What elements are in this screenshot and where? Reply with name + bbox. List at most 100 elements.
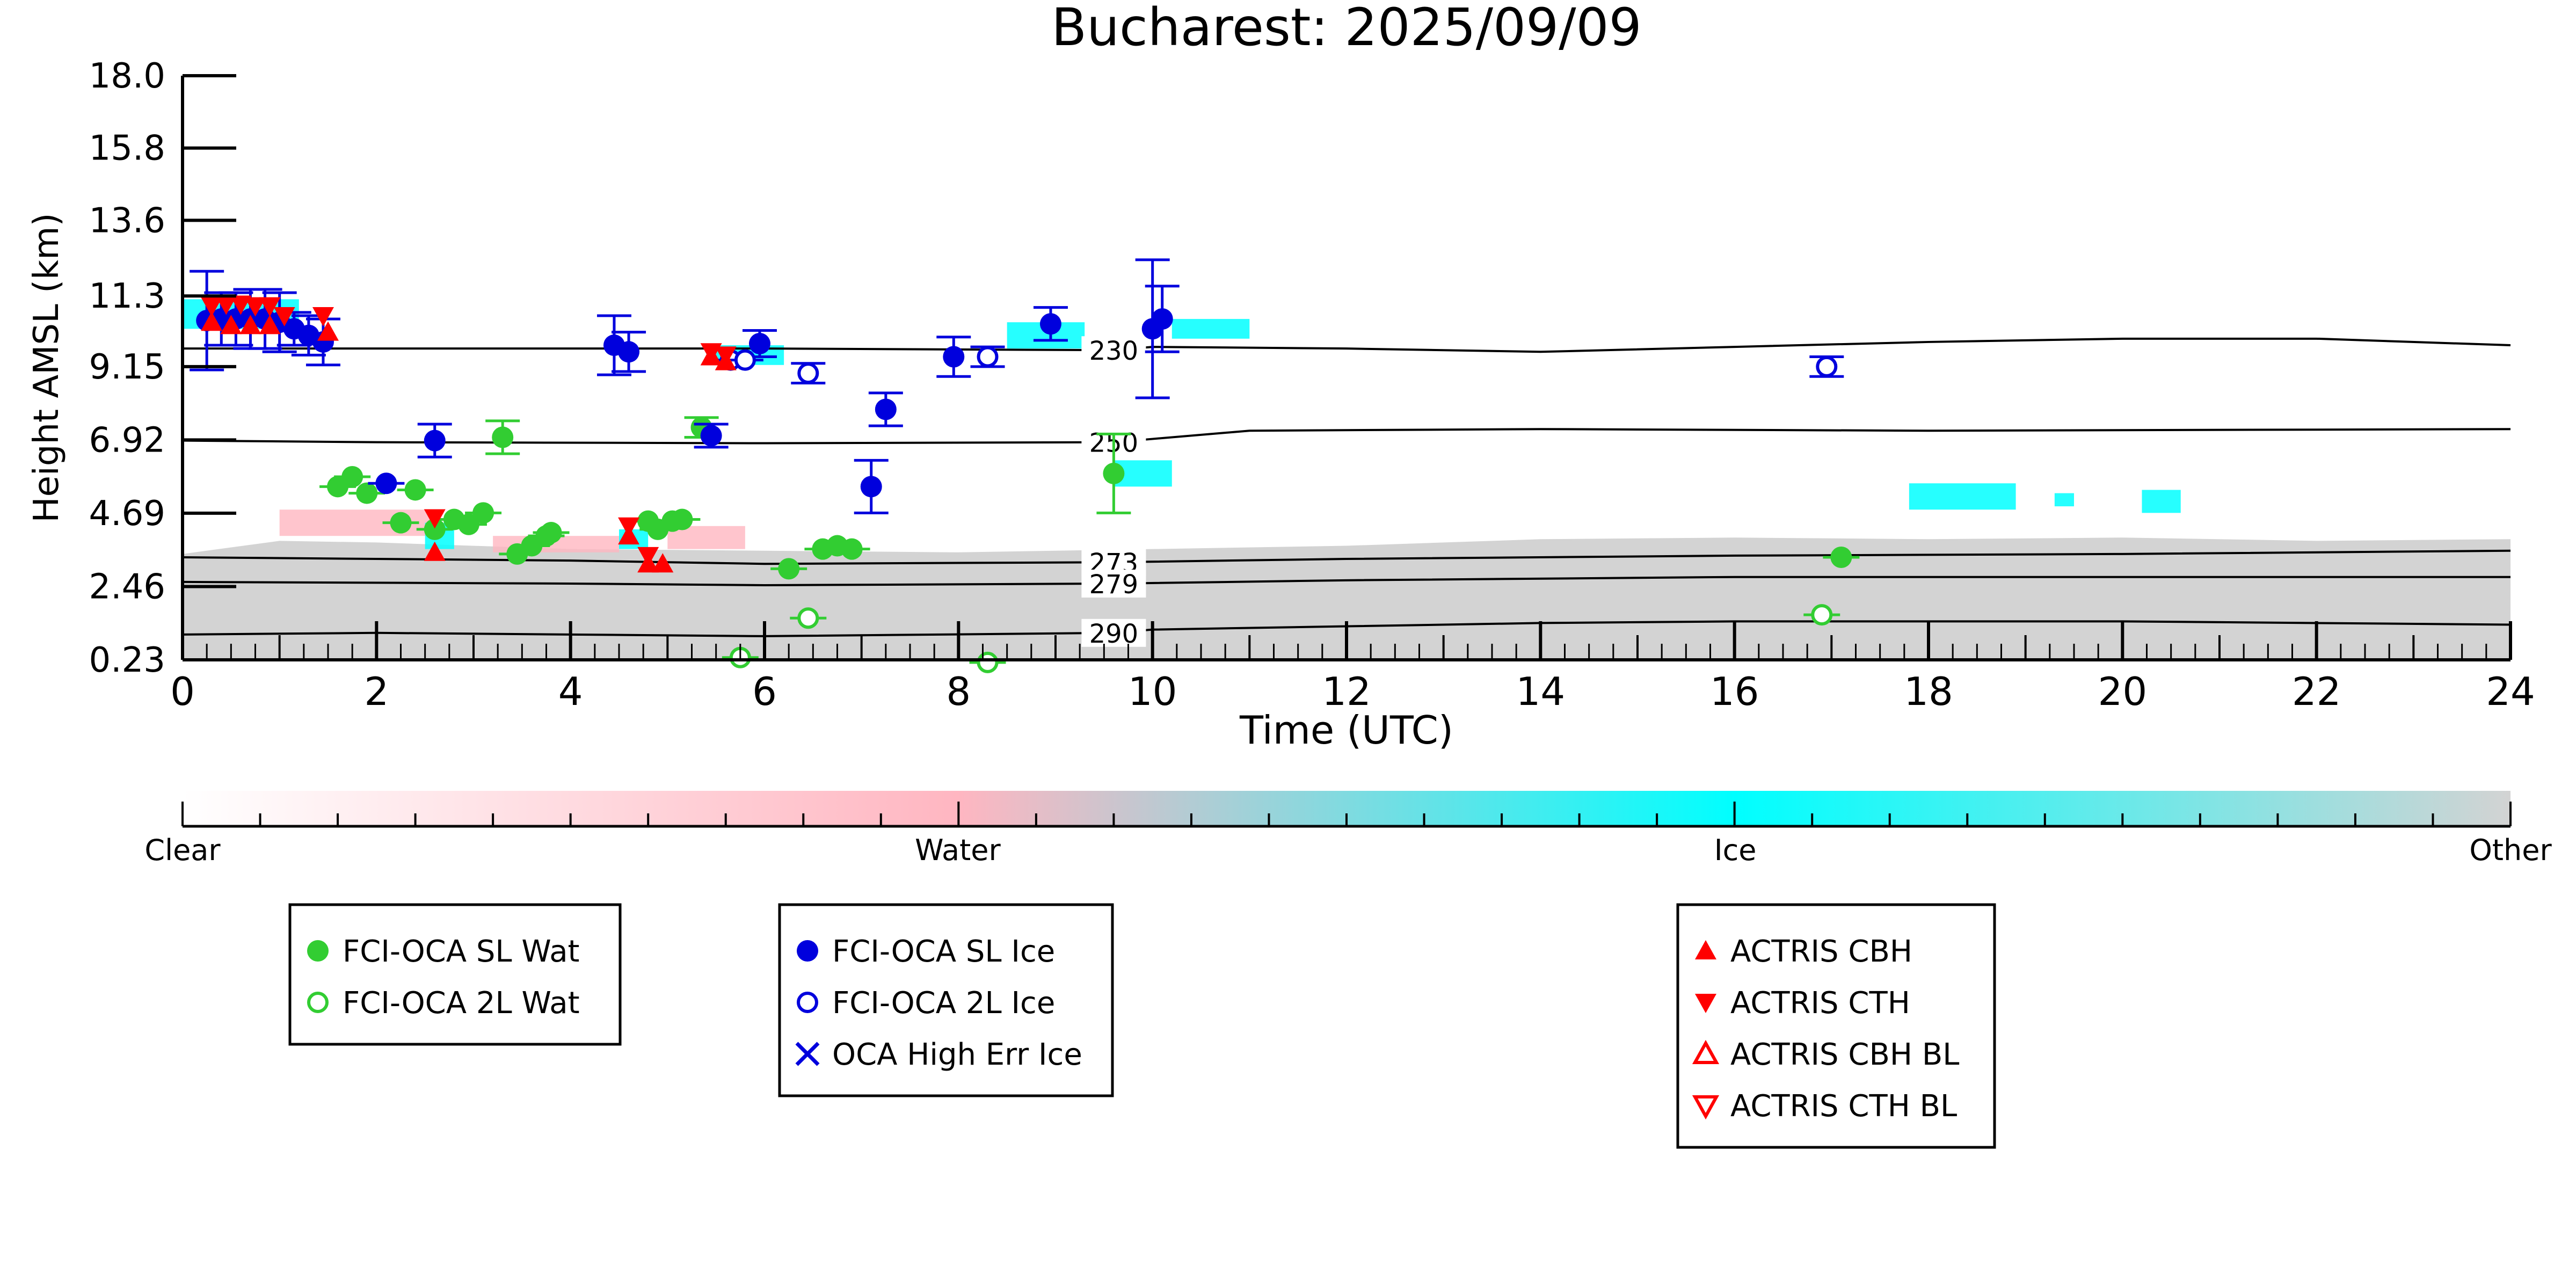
isotherm-label-bg [1081, 618, 1146, 647]
legend-marker [307, 940, 329, 962]
isotherm-label-bg [1081, 569, 1146, 598]
legend-label: FCI-OCA 2L Wat [343, 986, 580, 1021]
fci-oca-sl-wat-point [841, 538, 863, 560]
fci-oca-sl-ice-point [1039, 313, 1061, 335]
fci-oca-sl-wat-point [540, 522, 562, 544]
fci-oca-2l-wat-point [1811, 604, 1833, 626]
legend-label: ACTRIS CTH [1730, 986, 1910, 1021]
x-axis-label: Time (UTC) [1239, 708, 1453, 753]
fci-oca-sl-ice-point [748, 332, 770, 354]
legend-marker [307, 992, 329, 1013]
fci-oca-sl-wat-point [671, 508, 693, 530]
legend-label: ACTRIS CTH BL [1730, 1089, 1957, 1124]
x-tick-label: 0 [170, 669, 195, 714]
actris-cth-point [312, 307, 334, 326]
fci-oca-2l-ice-point [1816, 355, 1838, 377]
legend-label: FCI-OCA 2L Ice [832, 986, 1055, 1021]
fci-oca-2l-ice-point [734, 349, 756, 371]
legend-box [778, 903, 1114, 1097]
x-tick-label: 8 [946, 669, 971, 714]
x-tick-label: 2 [364, 669, 389, 714]
legend-box [288, 903, 622, 1046]
data-markers [190, 258, 1860, 673]
isotherm-line-279 [182, 576, 2510, 587]
colorbar: Clear Water Ice Other [144, 791, 2552, 867]
fci-oca-2l-ice-point [977, 346, 999, 368]
isotherm-line-273 [182, 549, 2511, 565]
y-tick-label: 18.0 [89, 56, 166, 96]
actris-cbh-point [317, 321, 339, 341]
actris-cbh-point [220, 315, 242, 334]
legend-marker [1692, 1095, 1720, 1120]
actris-cbh-point [201, 311, 223, 331]
actris-cbh-point [259, 315, 281, 334]
fci-oca-sl-ice-point [700, 425, 722, 447]
actris-cth-point [273, 307, 295, 326]
actris-cth-point [230, 295, 252, 315]
ice-cloud-patch [2054, 493, 2074, 507]
y-tick-label: 9.15 [89, 347, 166, 387]
actris-cth-point [618, 517, 640, 537]
legends: FCI-OCA SL Wat FCI-OCA 2L Wat FCI-OCA SL I… [288, 903, 1996, 1149]
chart-title: Bucharest: 2025/09/09 [1051, 0, 1641, 57]
isotherm-label-279: 279 [1089, 570, 1139, 600]
actris-cth-point [244, 297, 266, 317]
ice-cloud-patch [1909, 483, 2016, 510]
actris-cth-point [715, 346, 737, 366]
legend-label: OCA High Err Ice [832, 1037, 1082, 1072]
fci-oca-sl-wat-point [1103, 462, 1125, 484]
y-tick-label: 2.46 [89, 567, 166, 607]
legend-marker [1695, 940, 1716, 959]
y-tick-label: 4.69 [89, 494, 166, 534]
y-axis-label: Height AMSL (km) [27, 213, 67, 523]
fci-oca-sl-wat-point [341, 465, 363, 487]
fci-oca-sl-wat-point [457, 513, 479, 535]
fci-oca-sl-wat-point [472, 502, 494, 524]
fci-oca-sl-wat-point [404, 479, 426, 501]
legend-marker [795, 1042, 820, 1066]
fci-oca-sl-ice-point [375, 472, 397, 494]
y-tick-label: 6.92 [89, 420, 166, 460]
colorbar-label: Ice [1714, 833, 1757, 867]
legend-marker [797, 992, 818, 1013]
colorbar-label: Clear [144, 833, 221, 867]
legend-label: ACTRIS CBH [1730, 934, 1912, 969]
x-tick-label: 12 [1322, 669, 1371, 714]
fci-oca-2l-wat-point [977, 651, 999, 673]
fci-oca-sl-ice-point [860, 476, 882, 498]
plot-background [183, 299, 2510, 660]
legend-marker [1695, 994, 1716, 1013]
legend-label: FCI-OCA SL Wat [343, 934, 580, 969]
fci-oca-sl-wat-point [1830, 546, 1852, 568]
fci-oca-sl-wat-point [492, 426, 514, 448]
actris-cbh-point [652, 553, 674, 573]
x-tick-label: 6 [752, 669, 777, 714]
fci-oca-sl-wat-point [356, 482, 378, 504]
actris-cth-point [424, 509, 446, 529]
fci-oca-2l-ice-point [797, 362, 819, 384]
x-tick-label: 16 [1710, 669, 1759, 714]
fci-oca-sl-wat-point [778, 558, 800, 580]
actris-cbh-point [239, 315, 261, 334]
fci-oca-sl-ice-point [875, 398, 897, 420]
fci-oca-sl-ice-point [943, 346, 965, 368]
x-tick-label: 24 [2486, 669, 2535, 714]
legend-marker [1692, 1039, 1720, 1064]
actris-cth-point [637, 547, 659, 566]
y-tick-label: 11.3 [89, 276, 166, 316]
legend-label: ACTRIS CBH BL [1730, 1037, 1959, 1072]
x-tick-label: 4 [558, 669, 583, 714]
x-tick-label: 10 [1128, 669, 1177, 714]
isotherm-label-bg [1081, 336, 1146, 365]
isotherm-line-250 [182, 428, 2511, 445]
ice-cloud-patch [1171, 319, 1250, 339]
isotherm-line-230 [183, 337, 2511, 353]
y-tick-label: 0.23 [89, 641, 166, 680]
x-tick-label: 22 [2292, 669, 2341, 714]
x-tick-label: 20 [2098, 669, 2148, 714]
x-tick-label: 14 [1516, 669, 1566, 714]
fci-oca-sl-ice-point [424, 430, 446, 452]
fci-oca-sl-ice-point [618, 341, 640, 363]
